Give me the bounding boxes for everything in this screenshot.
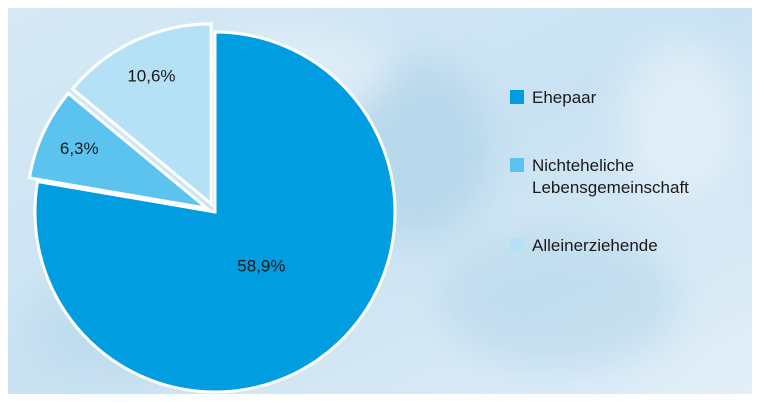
value-label: 58,9% (237, 257, 285, 276)
pie-slice (70, 22, 213, 208)
legend-item: Alleinerziehende (510, 235, 750, 257)
pie-slice (33, 30, 397, 394)
legend-item: Ehepaar (510, 87, 750, 109)
legend-swatch (510, 238, 524, 252)
value-label: 6,3% (60, 139, 99, 158)
legend-label: Ehepaar (532, 88, 597, 107)
legend-swatch (510, 90, 524, 104)
legend-label: Nichteheliche Lebensgemeinschaft (532, 156, 689, 197)
legend-label: Alleinerziehende (532, 236, 658, 255)
legend-swatch (510, 158, 524, 172)
value-label: 10,6% (127, 66, 175, 85)
legend-item: Nichteheliche Lebensgemeinschaft (510, 155, 750, 199)
pie-slice (27, 91, 213, 211)
